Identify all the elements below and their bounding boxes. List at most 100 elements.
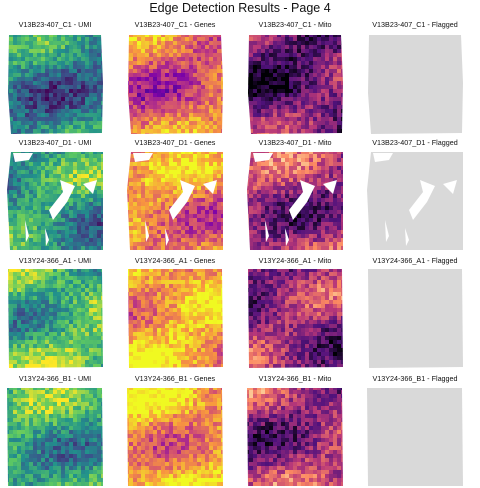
tissue-gap [83, 180, 97, 194]
heatmap-spot [297, 109, 301, 113]
heatmap-spot [9, 190, 13, 194]
heatmap-spot [369, 190, 373, 194]
heatmap-spot [409, 53, 413, 57]
heatmap-spot [129, 214, 133, 218]
heatmap-spot [101, 133, 103, 134]
heatmap-spot [265, 174, 269, 178]
heatmap-spot [329, 194, 333, 198]
heatmap-spot [329, 198, 333, 202]
heatmap-spot [61, 35, 65, 37]
heatmap-spot [81, 234, 85, 238]
heatmap-spot [37, 85, 41, 89]
heatmap-spot [377, 61, 381, 65]
heatmap-spot [201, 170, 205, 174]
heatmap-spot [189, 242, 193, 246]
heatmap-spot [441, 202, 445, 206]
heatmap-spot [453, 105, 457, 109]
heatmap-spot [305, 57, 309, 61]
heatmap-spot [169, 133, 173, 134]
heatmap-spot [29, 61, 33, 65]
tissue-gap [203, 180, 217, 194]
heatmap-spot [97, 162, 101, 166]
heatmap-spot [277, 53, 281, 57]
heatmap-spot [425, 109, 429, 113]
heatmap-spot [273, 57, 277, 61]
heatmap-spot [221, 202, 223, 206]
heatmap-spot [33, 117, 37, 121]
heatmap-spot [13, 69, 17, 73]
heatmap-spot [253, 174, 257, 178]
heatmap-spot [89, 238, 93, 242]
heatmap-spot [61, 41, 65, 45]
heatmap-spot [281, 37, 285, 41]
heatmap-spot [141, 226, 145, 230]
heatmap-spot [17, 170, 21, 174]
heatmap-spot [253, 89, 257, 93]
heatmap-spot [213, 152, 217, 154]
heatmap-spot [185, 214, 189, 218]
heatmap-spot [177, 125, 181, 129]
heatmap-spot [329, 210, 333, 214]
heatmap-spot [373, 81, 377, 85]
heatmap-spot [247, 210, 249, 214]
heatmap-spot [25, 242, 29, 246]
heatmap-spot [37, 190, 41, 194]
heatmap-spot [293, 154, 297, 158]
heatmap-spot [417, 158, 421, 162]
heatmap-spot [253, 250, 257, 254]
heatmap-spot [197, 77, 201, 81]
heatmap-spot [128, 113, 129, 117]
heatmap-spot [433, 166, 437, 170]
heatmap-spot [49, 170, 53, 174]
heatmap-spot [253, 61, 257, 65]
heatmap-spot [265, 214, 269, 218]
heatmap-spot [201, 158, 205, 162]
heatmap-spot [421, 121, 425, 125]
heatmap-spot [397, 45, 401, 49]
heatmap-spot [409, 198, 413, 202]
heatmap-spot [65, 152, 69, 154]
heatmap-spot [65, 162, 69, 166]
heatmap-spot [45, 49, 49, 53]
heatmap-spot [97, 218, 101, 222]
heatmap-spot [285, 166, 289, 170]
heatmap-spot [401, 117, 405, 121]
heatmap-spot [145, 218, 149, 222]
heatmap-spot [33, 158, 37, 162]
heatmap-spot [401, 101, 405, 105]
heatmap-spot [421, 37, 425, 41]
heatmap-spot [437, 45, 441, 49]
heatmap-spot [153, 93, 157, 97]
heatmap-spot [17, 113, 21, 117]
heatmap-spot [313, 158, 317, 162]
heatmap-spot [7, 214, 9, 218]
heatmap-spot [305, 41, 309, 45]
heatmap-spot [293, 73, 297, 77]
heatmap-spot [173, 222, 177, 226]
heatmap-spot [221, 198, 223, 202]
heatmap-spot [445, 174, 449, 178]
heatmap-spot [305, 49, 309, 53]
heatmap-spot [461, 53, 463, 57]
heatmap-spot [385, 210, 389, 214]
heatmap-spot [297, 234, 301, 238]
heatmap-spot [129, 222, 133, 226]
heatmap-spot [401, 93, 405, 97]
heatmap-spot [453, 69, 457, 73]
heatmap-spot [433, 178, 437, 182]
heatmap-spot [401, 73, 405, 77]
heatmap-spot [337, 81, 341, 85]
heatmap-spot [389, 178, 393, 182]
heatmap-spot [445, 190, 449, 194]
heatmap-spot [45, 45, 49, 49]
heatmap-spot [433, 206, 437, 210]
heatmap-spot [13, 170, 17, 174]
heatmap-spot [185, 158, 189, 162]
heatmap-spot [317, 190, 321, 194]
heatmap-spot [89, 101, 93, 105]
heatmap-spot [201, 97, 205, 101]
heatmap-spot [61, 109, 65, 113]
heatmap-spot [205, 121, 209, 125]
heatmap-spot [209, 154, 213, 158]
heatmap-spot [429, 125, 433, 129]
